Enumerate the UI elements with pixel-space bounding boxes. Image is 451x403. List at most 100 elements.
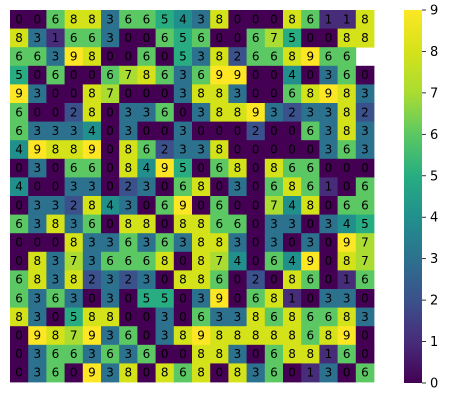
heatmap-cell <box>264 326 284 346</box>
heatmap-cell <box>137 214 156 234</box>
heatmap-cell <box>210 289 229 308</box>
heatmap-cell-value: 3 <box>33 124 41 138</box>
colorbar-gradient <box>404 10 422 383</box>
heatmap-cell-value: 1 <box>52 31 60 45</box>
colorbar-tick-label: 8 <box>430 45 438 60</box>
heatmap-cell <box>10 84 29 104</box>
heatmap-cell-value: 0 <box>252 161 260 175</box>
heatmap-cell-value: 0 <box>52 236 60 250</box>
heatmap-cell <box>264 28 284 48</box>
heatmap-cell-value: 0 <box>325 161 333 175</box>
heatmap-cell-value: 8 <box>52 329 60 343</box>
heatmap-cell-value: 8 <box>197 180 205 194</box>
heatmap-cell-value: 8 <box>343 105 351 119</box>
heatmap-cell <box>337 233 357 253</box>
heatmap-cell-value: 0 <box>161 217 169 231</box>
heatmap-cell <box>355 196 375 215</box>
heatmap-cell <box>10 121 29 141</box>
heatmap-cell <box>28 84 47 104</box>
heatmap-cell-value: 3 <box>325 68 333 82</box>
heatmap-cell-value: 6 <box>343 143 351 157</box>
heatmap-cell-value: 6 <box>306 161 314 175</box>
heatmap-cell-value: 0 <box>143 124 151 138</box>
heatmap-cell <box>101 103 120 122</box>
heatmap-cell-value: 0 <box>143 366 151 380</box>
heatmap-cell-value: 6 <box>325 310 333 324</box>
heatmap-cell <box>64 270 84 290</box>
heatmap-cell-value: 8 <box>343 310 351 324</box>
heatmap-cell <box>173 326 193 346</box>
heatmap-cell-value: 0 <box>15 198 23 212</box>
heatmap-cell-value: 0 <box>325 254 333 268</box>
heatmap-cell-value: 3 <box>33 161 41 175</box>
heatmap-cell <box>283 177 302 197</box>
heatmap-cell-value: 7 <box>70 254 78 268</box>
heatmap-cell <box>10 177 29 197</box>
heatmap-cell <box>283 289 302 308</box>
heatmap-cell-value: 9 <box>161 161 169 175</box>
heatmap-cell-value: 6 <box>124 12 132 26</box>
heatmap-cell-value: 8 <box>197 87 205 101</box>
heatmap-cell <box>264 140 284 160</box>
heatmap-cell <box>228 140 247 160</box>
heatmap-cell <box>101 158 120 178</box>
heatmap-cell-value: 5 <box>179 161 187 175</box>
heatmap-cell-value: 0 <box>288 366 296 380</box>
heatmap-cell-value: 0 <box>343 161 351 175</box>
heatmap-cell-value: 4 <box>288 68 296 82</box>
heatmap-cell <box>301 307 320 327</box>
heatmap-cell <box>119 65 138 85</box>
heatmap-cell <box>137 28 156 48</box>
heatmap-cell <box>82 177 102 197</box>
heatmap-cell <box>246 289 266 308</box>
heatmap-cell-value: 9 <box>88 143 96 157</box>
heatmap-cell <box>355 363 375 383</box>
heatmap-cell <box>119 344 138 364</box>
heatmap-cell <box>101 233 120 253</box>
heatmap-cell-value: 8 <box>70 273 78 287</box>
heatmap-cell-value: 8 <box>197 254 205 268</box>
heatmap-cell <box>264 344 284 364</box>
heatmap-cell <box>301 289 320 308</box>
heatmap-cell-value: 8 <box>88 198 96 212</box>
heatmap-cell <box>173 270 193 290</box>
heatmap-cell-value: 6 <box>270 366 278 380</box>
heatmap-cell-value: 3 <box>143 273 151 287</box>
heatmap-cell-value: 1 <box>288 291 296 305</box>
heatmap-cell-value: 6 <box>306 124 314 138</box>
heatmap-cell-value: 0 <box>361 68 369 82</box>
heatmap-cell-value: 6 <box>179 180 187 194</box>
heatmap-cell <box>10 326 29 346</box>
heatmap-cell-value: 0 <box>70 87 78 101</box>
heatmap-cell-value: 8 <box>306 198 314 212</box>
heatmap-cell <box>301 28 320 48</box>
heatmap-cell-value: 6 <box>161 105 169 119</box>
heatmap-cell-value: 0 <box>234 124 242 138</box>
heatmap-cell-value: 7 <box>270 198 278 212</box>
heatmap-cell <box>301 121 320 141</box>
heatmap-cell-value: 8 <box>343 124 351 138</box>
heatmap-cell-value: 0 <box>88 291 96 305</box>
heatmap-cell-value: 0 <box>15 329 23 343</box>
heatmap-cell <box>192 10 211 29</box>
heatmap-cell <box>192 214 211 234</box>
heatmap-cell-value: 6 <box>215 273 223 287</box>
heatmap-cell <box>246 270 266 290</box>
heatmap-cell-value: 5 <box>161 12 169 26</box>
heatmap-cell <box>337 158 357 178</box>
heatmap-cell <box>10 10 29 29</box>
heatmap-cell <box>46 251 65 271</box>
heatmap-cell-value: 8 <box>124 161 132 175</box>
heatmap-cell <box>264 251 284 271</box>
heatmap-cell-value: 6 <box>252 50 260 64</box>
heatmap-cell <box>210 47 229 67</box>
heatmap-cell-value: 0 <box>215 31 223 45</box>
heatmap-cell <box>155 47 175 67</box>
heatmap-cell-value: 3 <box>106 273 114 287</box>
heatmap-cell-value: 0 <box>106 161 114 175</box>
heatmap-cell <box>210 233 229 253</box>
heatmap-cell <box>173 307 193 327</box>
heatmap-cell-value: 3 <box>33 310 41 324</box>
heatmap-cell <box>28 103 47 122</box>
heatmap-cell <box>64 326 84 346</box>
